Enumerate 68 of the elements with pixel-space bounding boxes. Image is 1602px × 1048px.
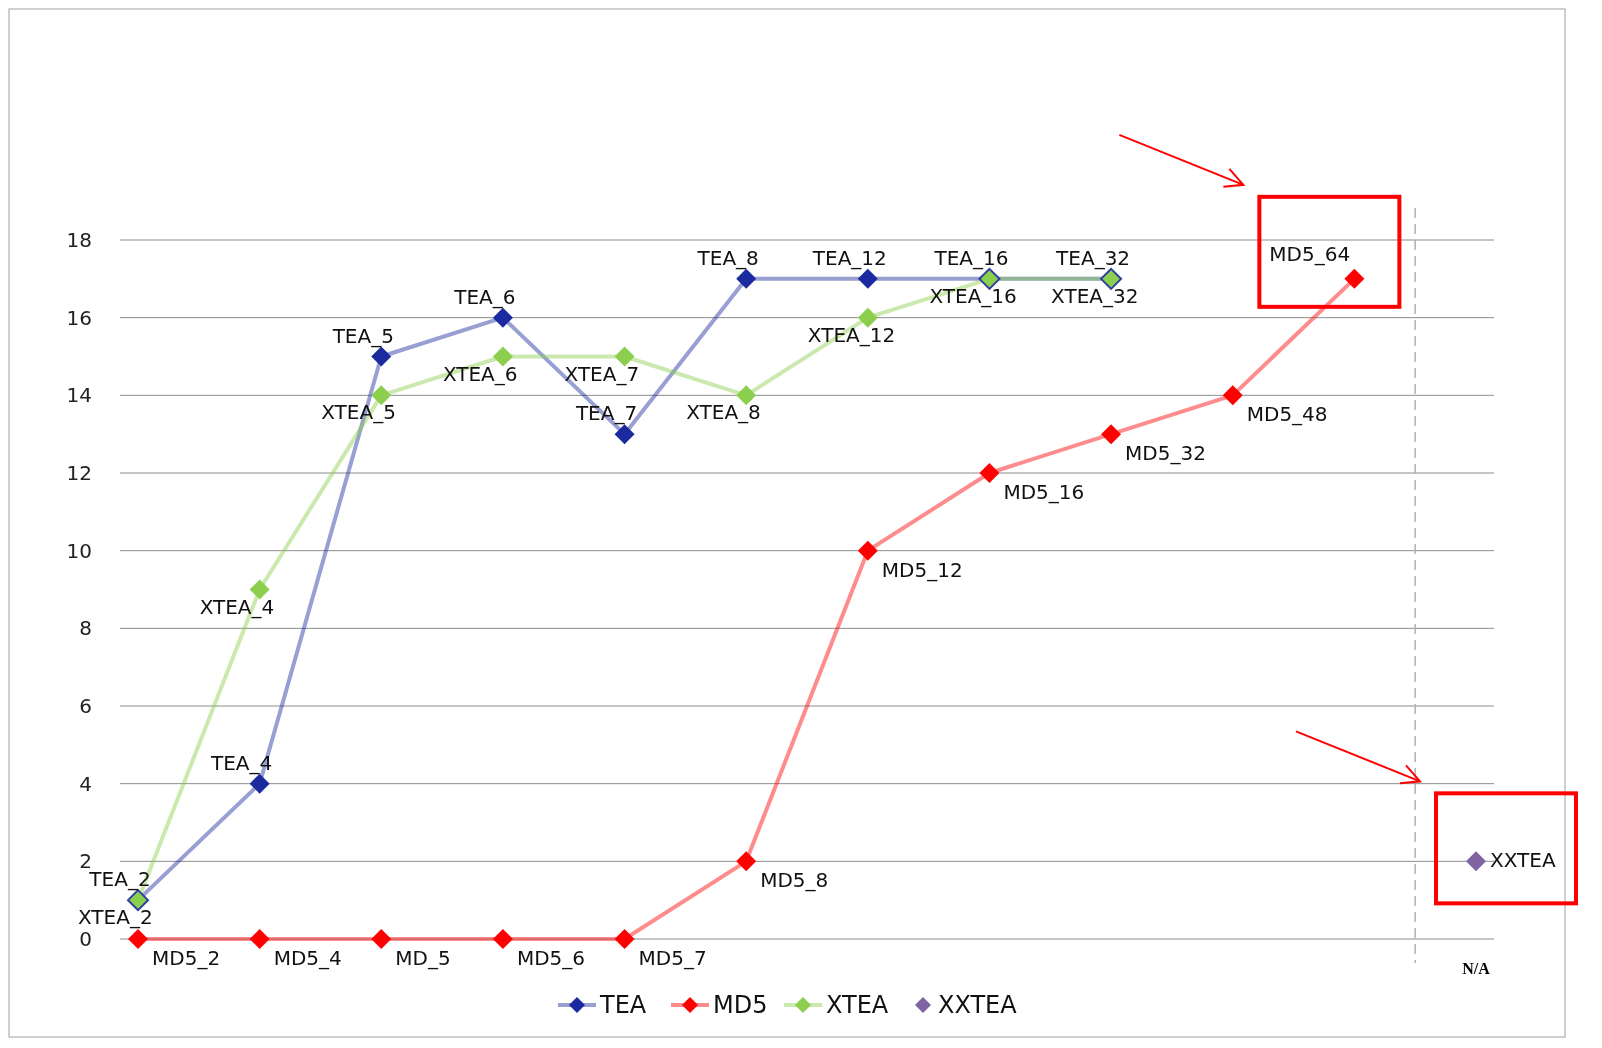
point	[249, 579, 270, 600]
text: MD5_4	[273, 946, 342, 970]
annotation: TEA_4	[210, 750, 273, 775]
point	[249, 773, 270, 794]
annotation: TEA_5	[331, 323, 394, 348]
point	[371, 346, 392, 367]
point	[857, 540, 878, 561]
point	[857, 307, 878, 328]
legend-label: XXTEA	[938, 991, 1018, 1020]
annotation: TEA_7	[574, 401, 638, 426]
y-tick-label: 4	[79, 771, 92, 796]
annotation: MD5_12	[881, 557, 963, 582]
point	[614, 424, 635, 445]
point	[492, 346, 513, 367]
point	[614, 929, 635, 949]
point	[492, 307, 513, 328]
annotation: XTEA_16	[929, 283, 1017, 308]
annotation: TEA_16	[933, 245, 1009, 270]
legend-label: TEA	[599, 991, 647, 1020]
legend-label: MD5	[713, 991, 768, 1020]
annotation: XTEA_8	[686, 400, 761, 425]
annotation: TEA_8	[696, 245, 759, 270]
annotation: XTEA_2	[78, 905, 153, 930]
point	[614, 346, 635, 367]
y-tick-label: 12	[66, 461, 92, 485]
y-tick-label: 0	[79, 927, 92, 951]
legend-label: XTEA	[826, 991, 889, 1020]
annotation: MD5_8	[760, 868, 829, 893]
annotation: MD5_64	[1269, 241, 1351, 266]
annotation: XTEA_32	[1051, 283, 1139, 308]
point	[1466, 851, 1486, 872]
point	[1344, 268, 1365, 289]
annotation: TEA_2	[88, 867, 151, 892]
point	[128, 929, 148, 949]
annotation: XXTEA	[1490, 848, 1556, 873]
annotation: XTEA_6	[442, 361, 518, 386]
y-tick-label: 18	[66, 228, 92, 252]
y-tick-label: 6	[79, 694, 92, 718]
annotation: XTEA_5	[321, 400, 396, 425]
point	[492, 929, 513, 949]
annotation: MD5_16	[1003, 480, 1085, 504]
annotation: XTEA_7	[564, 361, 640, 386]
point	[1101, 424, 1122, 445]
point	[371, 385, 392, 406]
annotation: XTEA_12	[807, 322, 896, 347]
point	[249, 929, 270, 949]
point	[1222, 385, 1243, 406]
text: MD_5	[395, 946, 451, 970]
y-tick-label: 14	[66, 383, 92, 408]
text: MD5_6	[516, 946, 586, 970]
y-tick-label: 8	[79, 616, 92, 641]
annotation: TEA_12	[811, 245, 887, 270]
annotation: TEA_6	[453, 284, 516, 309]
annotation: XTEA_4	[199, 594, 275, 619]
text: MD5_2	[152, 946, 221, 970]
x-tick-label: N/A	[1462, 960, 1491, 977]
y-tick-label: 10	[66, 538, 92, 563]
annotation: TEA_32	[1055, 245, 1131, 270]
point	[979, 463, 1000, 483]
text: MD5_7	[638, 946, 707, 970]
point	[857, 268, 878, 289]
point	[371, 929, 392, 949]
point	[736, 851, 757, 872]
annotation: MD5_48	[1246, 402, 1328, 427]
point	[736, 268, 757, 289]
annotation: MD5_32	[1125, 441, 1206, 466]
point	[736, 385, 757, 406]
y-tick-label: 16	[66, 305, 92, 330]
